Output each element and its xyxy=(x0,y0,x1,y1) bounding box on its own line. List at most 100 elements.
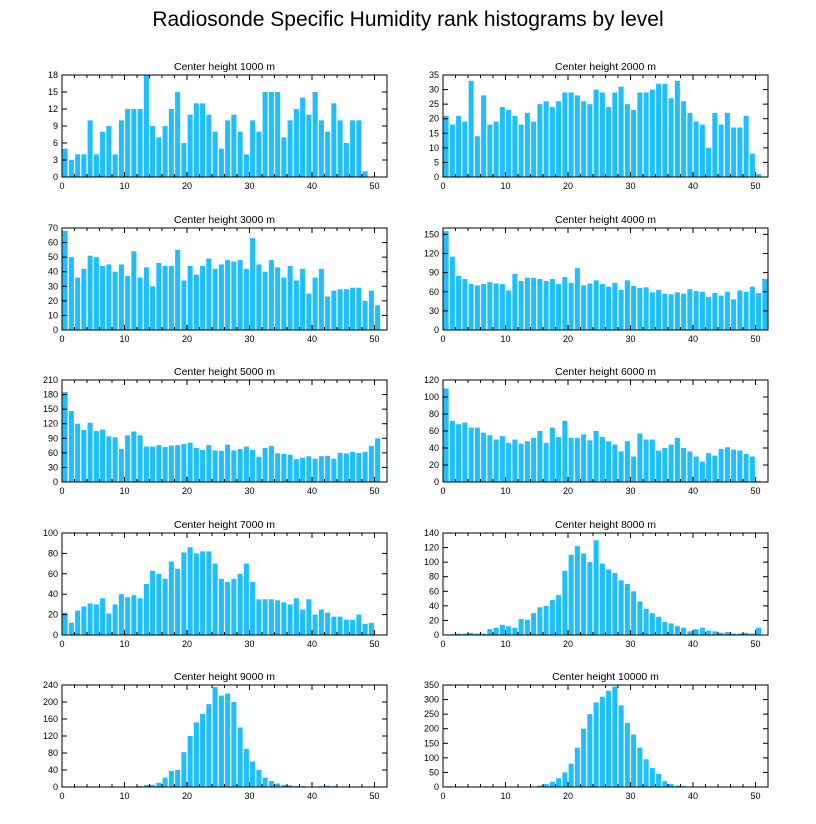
bar xyxy=(231,261,237,330)
panel-2: Center height 2000 m 0 10 20 30 40 50 0 5 10 15 20 2… xyxy=(429,61,769,191)
bar xyxy=(668,294,674,330)
y-tick-label: 25 xyxy=(429,99,439,109)
x-tick-label: 20 xyxy=(182,639,192,649)
y-tick-label: 80 xyxy=(48,548,58,558)
y-tick-label: 60 xyxy=(48,569,58,579)
y-tick-label: 3 xyxy=(53,155,58,165)
panel-title: Center height 8000 m xyxy=(555,519,656,531)
bar xyxy=(593,431,599,482)
bar xyxy=(718,295,724,330)
bar xyxy=(231,450,237,482)
x-tick-label: 40 xyxy=(307,791,317,801)
x-tick-label: 0 xyxy=(59,334,64,344)
plot-frame xyxy=(442,532,769,636)
bar xyxy=(306,599,312,635)
bar xyxy=(524,441,530,482)
bar xyxy=(368,290,374,330)
bar xyxy=(556,284,562,330)
bar xyxy=(699,291,705,330)
bar xyxy=(100,265,106,330)
bar xyxy=(106,126,112,177)
x-tick-label: 50 xyxy=(369,334,379,344)
bar xyxy=(749,456,755,482)
bar xyxy=(100,429,106,482)
bar xyxy=(474,427,480,482)
panel-title: Center height 2000 m xyxy=(555,61,656,73)
bar xyxy=(212,131,218,177)
bar xyxy=(481,432,487,482)
x-tick-label: 40 xyxy=(307,181,317,191)
y-tick-label: 0 xyxy=(53,477,58,487)
bar xyxy=(593,540,599,635)
x-tick-label: 20 xyxy=(563,181,573,191)
bar xyxy=(256,456,262,482)
bar xyxy=(300,609,306,635)
panel-8: Center height 8000 m 0 10 20 30 40 50 0 20 40 60 80… xyxy=(424,519,769,649)
x-tick-label: 40 xyxy=(307,639,317,649)
bar xyxy=(543,605,549,635)
bar xyxy=(306,456,312,482)
bar xyxy=(375,305,381,330)
bar xyxy=(200,449,206,482)
bar xyxy=(637,601,643,635)
bar xyxy=(331,616,337,635)
bar xyxy=(350,120,356,177)
x-tick-label: 30 xyxy=(625,181,635,191)
bar xyxy=(462,422,468,482)
panel-title: Center height 5000 m xyxy=(174,366,275,378)
bar xyxy=(306,114,312,177)
x-tick-label: 0 xyxy=(59,181,64,191)
bar xyxy=(581,553,587,635)
bar xyxy=(687,631,693,635)
bar xyxy=(712,455,718,482)
bar xyxy=(606,441,612,482)
bar xyxy=(543,280,549,330)
bar xyxy=(487,124,493,177)
bar xyxy=(531,121,537,177)
bar xyxy=(581,285,587,330)
bar xyxy=(618,580,624,635)
bar xyxy=(549,427,555,482)
bar xyxy=(162,578,168,635)
bar xyxy=(512,273,518,330)
bar xyxy=(606,107,612,177)
bar xyxy=(493,627,499,635)
bar xyxy=(512,439,518,482)
bar xyxy=(187,442,193,482)
y-tick-label: 20 xyxy=(48,296,58,306)
bar xyxy=(343,453,349,482)
bar xyxy=(612,92,618,177)
bar xyxy=(618,289,624,330)
bar xyxy=(281,137,287,177)
bar xyxy=(368,622,374,635)
bar xyxy=(724,447,730,482)
bar xyxy=(162,447,168,482)
bar xyxy=(618,705,624,787)
y-tick-label: 0 xyxy=(434,172,439,182)
bar xyxy=(81,154,87,177)
bar xyxy=(531,613,537,635)
y-tick-label: 0 xyxy=(434,477,439,487)
bar xyxy=(200,551,206,635)
bar xyxy=(225,581,231,635)
bar xyxy=(749,286,755,330)
bar xyxy=(193,103,199,177)
bar xyxy=(674,80,680,177)
bar xyxy=(243,563,249,635)
bar xyxy=(499,284,505,330)
bar xyxy=(112,154,118,177)
bar xyxy=(175,249,181,330)
y-tick-label: 30 xyxy=(429,85,439,95)
bar xyxy=(125,435,131,482)
bar xyxy=(456,115,462,177)
bar xyxy=(762,279,768,330)
bar xyxy=(674,785,680,787)
bar xyxy=(281,277,287,330)
y-tick-label: 10 xyxy=(48,310,58,320)
bar xyxy=(262,448,268,482)
panel-4: Center height 4000 m 0 10 20 30 40 50 0 30 60 90 12… xyxy=(424,214,769,344)
bar xyxy=(312,614,318,635)
bar xyxy=(143,784,149,787)
bar xyxy=(300,268,306,330)
bar xyxy=(212,450,218,482)
